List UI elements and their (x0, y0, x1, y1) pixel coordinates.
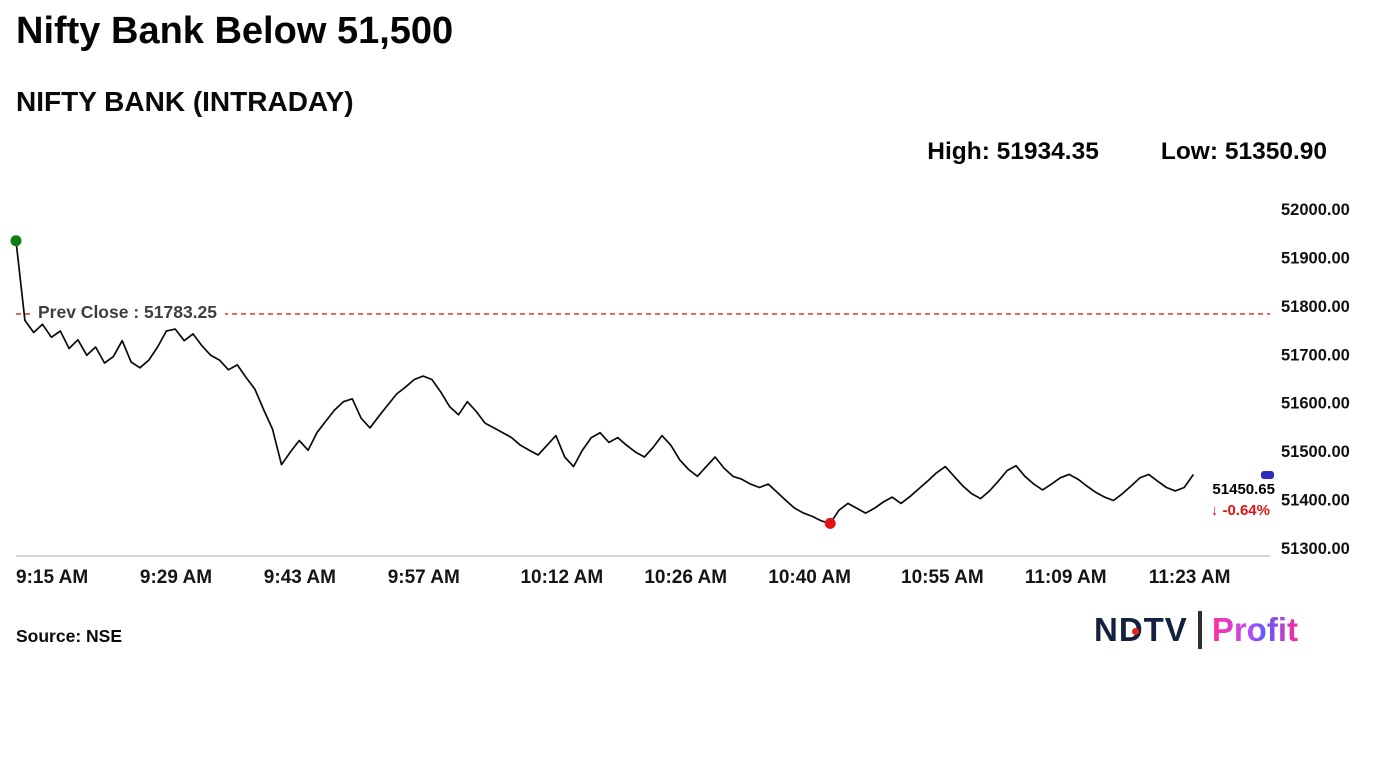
svg-text:51600.00: 51600.00 (1281, 395, 1350, 413)
svg-text:9:57 AM: 9:57 AM (388, 567, 460, 588)
svg-text:51900.00: 51900.00 (1281, 249, 1350, 267)
svg-text:11:09 AM: 11:09 AM (1025, 567, 1107, 588)
ndtv-text: NDTV (1093, 611, 1188, 648)
svg-text:10:40 AM: 10:40 AM (768, 567, 851, 588)
svg-text:51700.00: 51700.00 (1281, 346, 1350, 364)
ndtv-logo-text: NDTV (1094, 611, 1188, 649)
profit-logo-text: Profit (1211, 611, 1298, 648)
svg-text:10:55 AM: 10:55 AM (901, 567, 984, 588)
svg-text:9:43 AM: 9:43 AM (264, 567, 336, 588)
low-value: Low: 51350.90 (1160, 138, 1327, 165)
ndtv-logo-dot (1131, 628, 1139, 636)
svg-text:9:15 AM: 9:15 AM (16, 567, 88, 588)
svg-text:51400.00: 51400.00 (1281, 492, 1350, 510)
source-label: Source: NSE (16, 626, 122, 646)
prev-close-label: Prev Close : 51783.25 (30, 301, 226, 323)
svg-text:10:26 AM: 10:26 AM (644, 567, 727, 588)
svg-text:52000.00: 52000.00 (1281, 201, 1350, 219)
svg-text:11:23 AM: 11:23 AM (1149, 567, 1231, 588)
last-price-label: 51450.65 (1212, 481, 1275, 499)
last-change-label: ↓ -0.64% (1210, 502, 1270, 520)
logo-separator-bar (1197, 611, 1202, 649)
svg-text:51500.00: 51500.00 (1281, 443, 1350, 461)
svg-text:9:29 AM: 9:29 AM (140, 567, 212, 588)
svg-text:51300.00: 51300.00 (1281, 540, 1350, 558)
svg-text:10:12 AM: 10:12 AM (520, 567, 603, 588)
svg-text:51800.00: 51800.00 (1281, 298, 1350, 316)
high-value: High: 51934.35 (927, 138, 1099, 165)
chart-title: Nifty Bank Below 51,500 (16, 10, 454, 52)
high-low-row: High: 51934.35 Low: 51350.90 (927, 138, 1327, 166)
chart-subtitle: NIFTY BANK (INTRADAY) (16, 86, 354, 117)
ndtv-profit-logo: NDTV Profit (1094, 611, 1298, 649)
